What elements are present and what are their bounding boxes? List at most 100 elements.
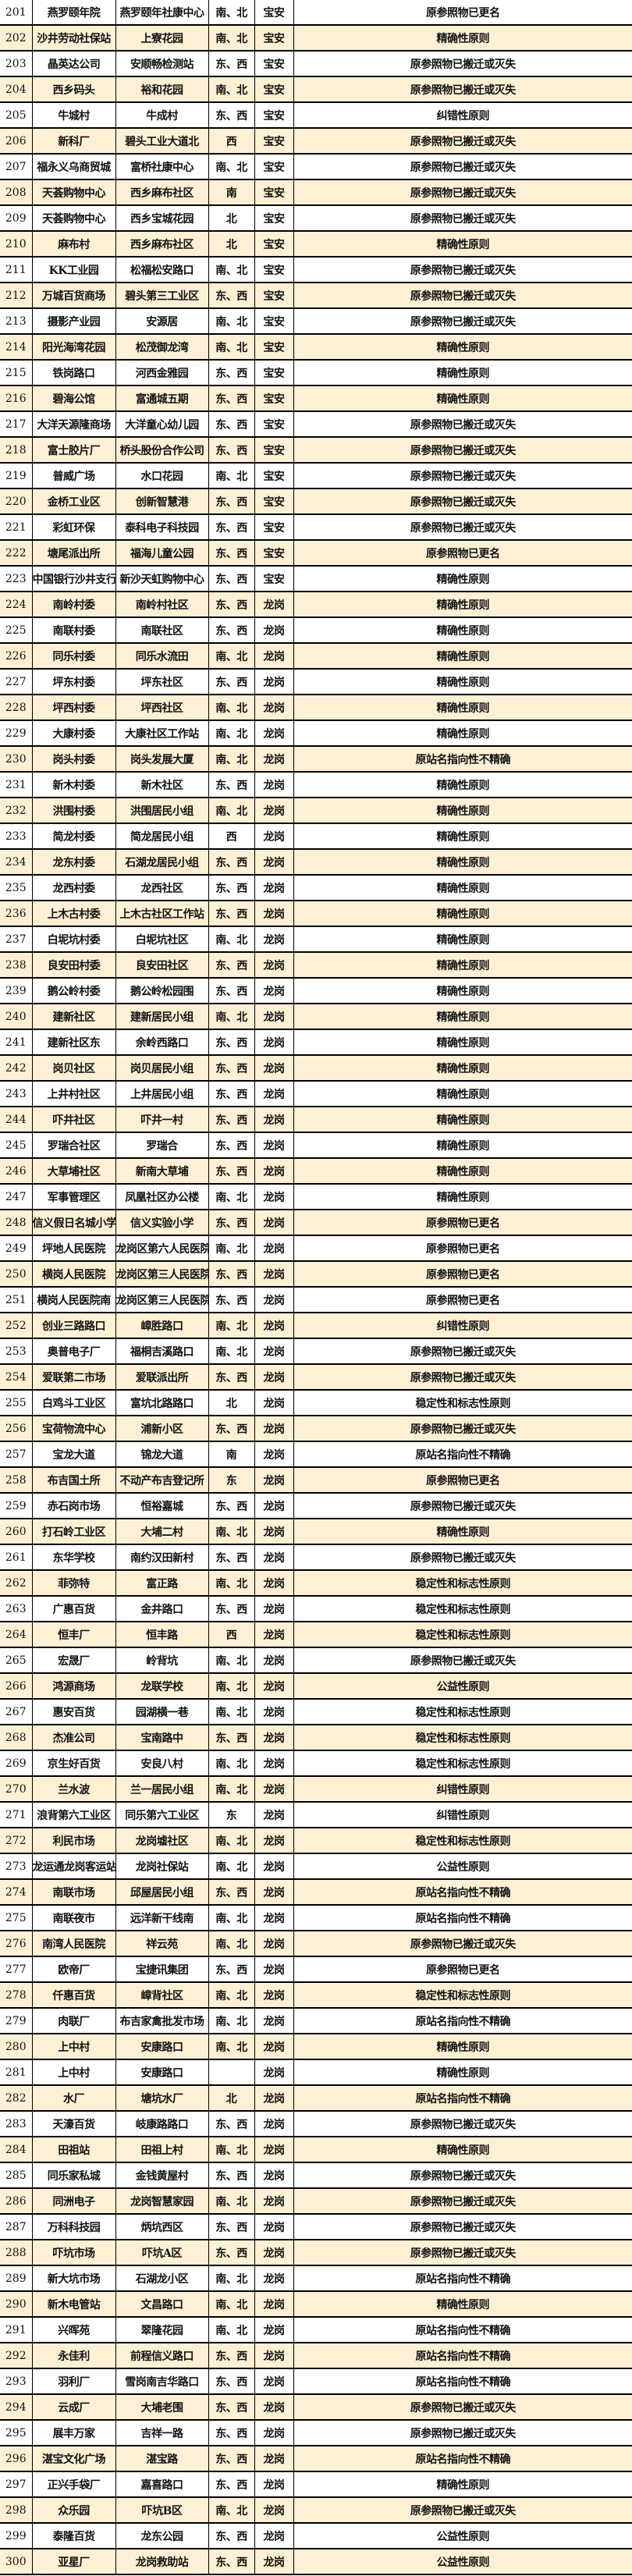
table-row: 212 万城百货商场 碧头第三工业区 东、西 宝安 原参照物已搬迁或灭失 <box>0 282 632 309</box>
table-row: 220 金桥工业区 创新智慧港 东、西 宝安 原参照物已搬迁或灭失 <box>0 489 632 515</box>
direction-cell: 东、西 <box>208 1261 255 1288</box>
row-number-cell: 290 <box>0 2291 33 2318</box>
district-cell: 龙岗 <box>254 1158 294 1185</box>
row-number-cell: 281 <box>0 2059 33 2086</box>
district-cell: 龙岗 <box>254 1879 294 1906</box>
direction-cell: 东、西 <box>208 1416 255 1442</box>
direction-cell: 南、北 <box>208 1905 255 1931</box>
new-station-name-cell: 岭背坑 <box>115 1647 209 1674</box>
table-row: 286 同洲电子 龙岗智慧家园 南、北 龙岗 原参照物已搬迁或灭失 <box>0 2188 632 2215</box>
original-station-name-cell: 罗瑞合社区 <box>31 1132 116 1159</box>
new-station-name-cell: 嘉喜路口 <box>115 2471 209 2498</box>
new-station-name-cell: 南联社区 <box>115 617 209 644</box>
direction-cell: 东、西 <box>208 669 255 695</box>
original-station-name-cell: 白坭坑村委 <box>31 926 116 953</box>
rename-reason-cell: 精确性原则 <box>293 1519 632 1545</box>
direction-cell: 南、北 <box>208 798 255 824</box>
row-number-cell: 291 <box>0 2317 33 2343</box>
direction-cell: 东、西 <box>208 1158 255 1185</box>
original-station-name-cell: 宝龙大道 <box>31 1441 116 1468</box>
rename-reason-cell: 公益性原则 <box>293 1673 632 1700</box>
new-station-name-cell: 宝南路中 <box>115 1725 209 1751</box>
row-number-cell: 256 <box>0 1416 33 1442</box>
district-cell: 龙岗 <box>254 2471 294 2498</box>
district-cell: 龙岗 <box>254 1132 294 1159</box>
row-number-cell: 265 <box>0 1647 33 1674</box>
original-station-name-cell: 大康村委 <box>31 720 116 747</box>
new-station-name-cell: 金钱黄屋村 <box>115 2162 209 2189</box>
row-number-cell: 213 <box>0 308 33 335</box>
direction-cell: 北 <box>208 231 255 258</box>
original-station-name-cell: 南湾人民医院 <box>31 1931 116 1957</box>
original-station-name-cell: 新科厂 <box>31 128 116 155</box>
direction-cell: 南、北 <box>208 0 255 26</box>
original-station-name-cell: 上中村 <box>31 2034 116 2060</box>
district-cell: 龙岗 <box>254 823 294 850</box>
direction-cell: 南、北 <box>208 2034 255 2060</box>
original-station-name-cell: 宝荷物流中心 <box>31 1416 116 1442</box>
new-station-name-cell: 龙岗智慧家园 <box>115 2188 209 2215</box>
direction-cell: 东、西 <box>208 772 255 798</box>
rename-reason-cell: 原参照物已搬迁或灭失 <box>293 411 632 438</box>
district-cell: 龙岗 <box>254 669 294 695</box>
table-row: 203 晶英达公司 安顺畅检测站 东、西 宝安 原参照物已搬迁或灭失 <box>0 51 632 77</box>
original-station-name-cell: 普威广场 <box>31 463 116 489</box>
rename-reason-cell: 原站名指向性不精确 <box>293 1905 632 1931</box>
row-number-cell: 287 <box>0 2214 33 2240</box>
original-station-name-cell: 新木村委 <box>31 772 116 798</box>
district-cell: 龙岗 <box>254 617 294 644</box>
original-station-name-cell: 上中村 <box>31 2059 116 2086</box>
table-row: 291 兴晖苑 翠隆花园 南、北 龙岗 原站名指向性不精确 <box>0 2317 632 2343</box>
original-station-name-cell: 吓井社区 <box>31 1107 116 1133</box>
rename-reason-cell: 精确性原则 <box>293 695 632 721</box>
direction-cell: 南、北 <box>208 334 255 361</box>
original-station-name-cell: 上木古村委 <box>31 901 116 927</box>
original-station-name-cell: KK工业园 <box>31 257 116 283</box>
table-row: 237 白坭坑村委 白坭坑社区 南、北 龙岗 精确性原则 <box>0 926 632 953</box>
new-station-name-cell: 裕和花园 <box>115 76 209 103</box>
original-station-name-cell: 西乡码头 <box>31 76 116 103</box>
direction-cell: 南、北 <box>208 2317 255 2343</box>
district-cell: 龙岗 <box>254 720 294 747</box>
table-row: 246 大草埔社区 新南大草埔 东、西 龙岗 精确性原则 <box>0 1158 632 1185</box>
direction-cell: 东、西 <box>208 1544 255 1571</box>
row-number-cell: 258 <box>0 1467 33 1494</box>
direction-cell: 东、西 <box>208 617 255 644</box>
rename-reason-cell: 精确性原则 <box>293 978 632 1004</box>
original-station-name-cell: 羽利厂 <box>31 2368 116 2395</box>
direction-cell: 东、西 <box>208 2343 255 2369</box>
table-row: 276 南湾人民医院 祥云苑 南、北 龙岗 原参照物已搬迁或灭失 <box>0 1931 632 1957</box>
direction-cell: 南、北 <box>208 76 255 103</box>
district-cell: 龙岗 <box>254 1441 294 1468</box>
new-station-name-cell: 石湖龙居民小组 <box>115 849 209 876</box>
table-row: 229 大康村委 大康社区工作站 南、北 龙岗 精确性原则 <box>0 720 632 747</box>
rename-reason-cell: 精确性原则 <box>293 2471 632 2498</box>
new-station-name-cell: 龙岗墟社区 <box>115 1828 209 1854</box>
rename-reason-cell: 原参照物已更名 <box>293 1210 632 1236</box>
new-station-name-cell: 龙岗区第三人民医院南 <box>115 1287 209 1313</box>
rename-reason-cell: 原参照物已搬迁或灭失 <box>293 463 632 489</box>
original-station-name-cell: 碧海公馆 <box>31 386 116 412</box>
direction-cell: 东、西 <box>208 2368 255 2395</box>
original-station-name-cell: 同乐家私城 <box>31 2162 116 2189</box>
row-number-cell: 211 <box>0 257 33 283</box>
original-station-name-cell: 龙东村委 <box>31 849 116 876</box>
table-row: 272 利民市场 龙岗墟社区 南、北 龙岗 稳定性和标志性原则 <box>0 1828 632 1854</box>
table-row: 232 洪围村委 洪围居民小组 南、北 龙岗 精确性原则 <box>0 798 632 824</box>
table-row: 294 云成厂 大埔老围 东、西 龙岗 原参照物已搬迁或灭失 <box>0 2394 632 2421</box>
direction-cell: 东、西 <box>208 1132 255 1159</box>
rename-reason-cell: 精确性原则 <box>293 875 632 901</box>
rename-reason-cell: 精确性原则 <box>293 798 632 824</box>
original-station-name-cell: 杰准公司 <box>31 1725 116 1751</box>
direction-cell: 南、北 <box>208 2188 255 2215</box>
new-station-name-cell: 富桥社康中心 <box>115 154 209 180</box>
original-station-name-cell: 欧帝厂 <box>31 1956 116 1983</box>
new-station-name-cell: 河西金雅园 <box>115 360 209 386</box>
original-station-name-cell: 牛城村 <box>31 102 116 129</box>
table-row: 284 田祖站 田祖上村 南、北 龙岗 精确性原则 <box>0 2137 632 2163</box>
rename-reason-cell: 精确性原则 <box>293 772 632 798</box>
table-row: 269 京生好百货 安良八村 南、北 龙岗 稳定性和标志性原则 <box>0 1750 632 1777</box>
row-number-cell: 257 <box>0 1441 33 1468</box>
rename-reason-cell: 原参照物已搬迁或灭失 <box>293 154 632 180</box>
row-number-cell: 215 <box>0 360 33 386</box>
